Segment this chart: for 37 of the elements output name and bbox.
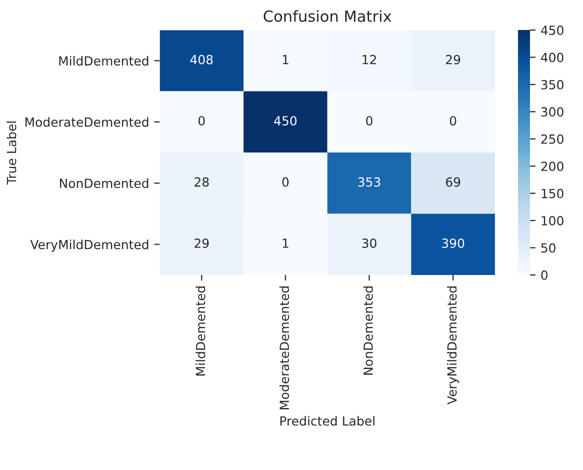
data-label: 450: [274, 116, 297, 126]
color-bar-label: 150: [542, 188, 564, 198]
color-bar-label: 400: [540, 52, 564, 62]
x-tick-label: VeryMildDemented: [447, 286, 460, 404]
x-axis-title: Predicted Label: [280, 416, 374, 426]
data-label: 69: [446, 177, 460, 187]
color-bar-label: 450: [540, 26, 564, 36]
data-label: 29: [446, 54, 460, 64]
data-label: 12: [362, 54, 376, 64]
data-label: 408: [190, 54, 213, 64]
data-label: 353: [358, 177, 380, 187]
data-label: 390: [442, 238, 464, 248]
data-label: 29: [194, 238, 209, 248]
data-label: 0: [366, 116, 372, 126]
y-tick-label: NonDemented: [60, 178, 148, 188]
color-bar-label: 0: [541, 270, 548, 280]
data-label: 1: [282, 55, 288, 64]
data-label: 1: [282, 238, 288, 248]
data-label: 0: [282, 177, 289, 187]
chart-title: Confusion Matrix: [264, 10, 392, 22]
color-bar-label: 100: [542, 216, 564, 226]
x-tick-label: NonDemented: [363, 286, 373, 375]
color-bar-label: 350: [541, 80, 564, 90]
data-label: 0: [450, 116, 456, 126]
y-tick-label: ModerateDemented: [25, 117, 148, 127]
x-tick-label: MildDemented: [196, 286, 206, 376]
color-bar-label: 300: [541, 107, 564, 117]
y-tick-label: MildDemented: [59, 56, 148, 66]
data-label: 30: [362, 238, 376, 248]
data-label: 28: [194, 177, 209, 187]
y-axis-title: True Label: [6, 122, 16, 185]
color-bar-label: 250: [541, 134, 564, 144]
x-tick-label: ModerateDemented: [279, 286, 290, 410]
color-bar-label: 200: [541, 162, 564, 172]
y-tick-label: VeryMildDemented: [30, 240, 148, 252]
data-label: 0: [198, 116, 205, 126]
color-bar-label: 50: [541, 243, 556, 253]
